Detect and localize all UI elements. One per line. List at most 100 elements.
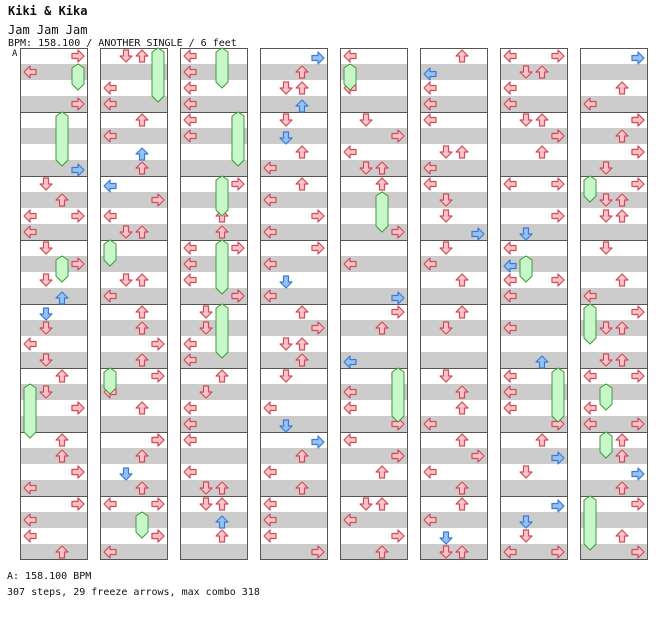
right-arrow-icon	[631, 51, 645, 65]
freeze-arrow-icon	[599, 383, 613, 411]
right-arrow-icon	[631, 369, 645, 383]
down-arrow-icon	[39, 353, 53, 367]
down-arrow-icon	[359, 113, 373, 127]
up-arrow-icon	[55, 449, 69, 463]
left-arrow-icon	[503, 49, 517, 63]
down-arrow-icon	[39, 177, 53, 191]
up-arrow-icon	[135, 147, 149, 161]
up-arrow-icon	[535, 145, 549, 159]
left-arrow-icon	[503, 385, 517, 399]
left-arrow-icon	[183, 113, 197, 127]
left-arrow-icon	[343, 257, 357, 271]
down-arrow-icon	[279, 419, 293, 433]
down-arrow-icon	[519, 65, 533, 79]
left-arrow-icon	[263, 513, 277, 527]
left-arrow-icon	[183, 81, 197, 95]
up-arrow-icon	[135, 273, 149, 287]
right-arrow-icon	[71, 49, 85, 63]
down-arrow-icon	[279, 113, 293, 127]
up-arrow-icon	[295, 99, 309, 113]
up-arrow-icon	[135, 113, 149, 127]
left-arrow-icon	[263, 401, 277, 415]
up-arrow-icon	[535, 433, 549, 447]
left-arrow-icon	[423, 97, 437, 111]
left-arrow-icon	[183, 129, 197, 143]
right-arrow-icon	[151, 433, 165, 447]
left-arrow-icon	[183, 97, 197, 111]
left-arrow-icon	[343, 355, 357, 369]
left-arrow-icon	[183, 273, 197, 287]
down-arrow-icon	[439, 531, 453, 545]
down-arrow-icon	[359, 497, 373, 511]
up-arrow-icon	[215, 497, 229, 511]
up-arrow-icon	[455, 481, 469, 495]
down-arrow-icon	[199, 321, 213, 335]
down-arrow-icon	[39, 385, 53, 399]
freeze-arrow-icon	[583, 303, 597, 345]
left-arrow-icon	[183, 417, 197, 431]
up-arrow-icon	[295, 449, 309, 463]
freeze-arrow-icon	[215, 303, 229, 359]
left-arrow-icon	[183, 433, 197, 447]
left-arrow-icon	[23, 513, 37, 527]
chart-column	[340, 48, 408, 560]
right-arrow-icon	[631, 545, 645, 559]
right-arrow-icon	[311, 435, 325, 449]
up-arrow-icon	[375, 465, 389, 479]
left-arrow-icon	[503, 545, 517, 559]
right-arrow-icon	[391, 529, 405, 543]
right-arrow-icon	[391, 291, 405, 305]
left-arrow-icon	[583, 417, 597, 431]
right-arrow-icon	[231, 289, 245, 303]
left-arrow-icon	[503, 177, 517, 191]
down-arrow-icon	[439, 369, 453, 383]
left-arrow-icon	[103, 179, 117, 193]
left-arrow-icon	[423, 67, 437, 81]
left-arrow-icon	[103, 289, 117, 303]
up-arrow-icon	[455, 305, 469, 319]
down-arrow-icon	[119, 273, 133, 287]
bpm-summary: A: 158.100 BPM	[7, 571, 92, 582]
up-arrow-icon	[55, 369, 69, 383]
up-arrow-icon	[215, 481, 229, 495]
right-arrow-icon	[71, 209, 85, 223]
up-arrow-icon	[615, 129, 629, 143]
left-arrow-icon	[183, 337, 197, 351]
left-arrow-icon	[23, 337, 37, 351]
left-arrow-icon	[423, 465, 437, 479]
left-arrow-icon	[263, 161, 277, 175]
freeze-arrow-icon	[215, 175, 229, 217]
freeze-arrow-icon	[71, 63, 85, 91]
down-arrow-icon	[199, 305, 213, 319]
right-arrow-icon	[551, 129, 565, 143]
down-arrow-icon	[199, 497, 213, 511]
down-arrow-icon	[599, 353, 613, 367]
left-arrow-icon	[103, 545, 117, 559]
left-arrow-icon	[583, 97, 597, 111]
left-arrow-icon	[503, 289, 517, 303]
section-marker: A	[12, 49, 18, 59]
up-arrow-icon	[215, 515, 229, 529]
left-arrow-icon	[183, 49, 197, 63]
down-arrow-icon	[279, 275, 293, 289]
up-arrow-icon	[135, 49, 149, 63]
up-arrow-icon	[295, 65, 309, 79]
up-arrow-icon	[135, 353, 149, 367]
down-arrow-icon	[599, 193, 613, 207]
right-arrow-icon	[391, 129, 405, 143]
up-arrow-icon	[55, 545, 69, 559]
right-arrow-icon	[551, 209, 565, 223]
down-arrow-icon	[599, 241, 613, 255]
up-arrow-icon	[215, 225, 229, 239]
up-arrow-icon	[135, 401, 149, 415]
freeze-arrow-icon	[583, 175, 597, 203]
up-arrow-icon	[55, 291, 69, 305]
left-arrow-icon	[23, 209, 37, 223]
right-arrow-icon	[151, 193, 165, 207]
left-arrow-icon	[343, 433, 357, 447]
chart-footer: A: 158.100 BPM 307 steps, 29 freeze arro…	[7, 569, 260, 601]
left-arrow-icon	[343, 49, 357, 63]
left-arrow-icon	[183, 465, 197, 479]
down-arrow-icon	[39, 321, 53, 335]
left-arrow-icon	[263, 225, 277, 239]
